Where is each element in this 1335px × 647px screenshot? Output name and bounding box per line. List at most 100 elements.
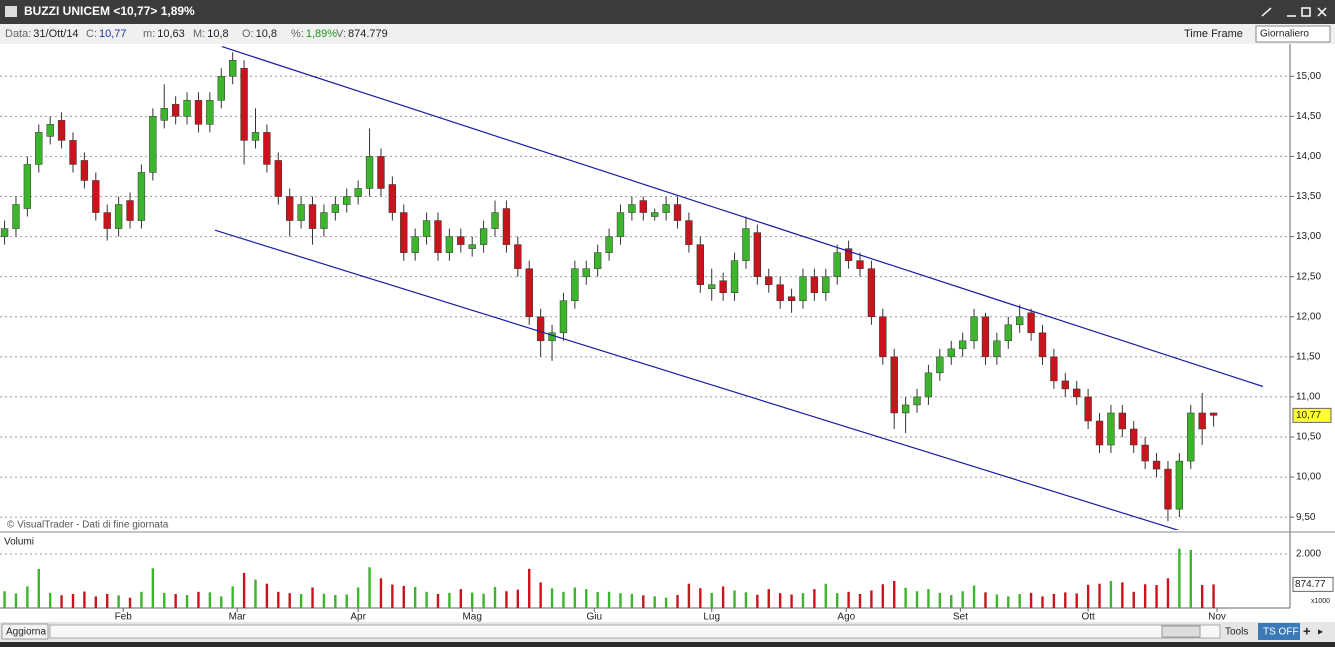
volume-bar [607, 591, 611, 608]
candle-body [958, 340, 967, 350]
volume-bar [995, 594, 999, 608]
volume-bar [778, 593, 782, 608]
volume-bar [448, 592, 451, 608]
volume-bar [174, 593, 177, 608]
volume-bar [425, 591, 428, 608]
candle-body [685, 220, 693, 245]
volume-bar [915, 591, 919, 608]
info-label: Data: [5, 28, 31, 40]
x-tick-label: Lug [703, 612, 720, 623]
volume-bar [322, 593, 326, 608]
volume-bar [813, 589, 816, 608]
candle-body [1130, 428, 1138, 446]
candle-body [411, 236, 419, 253]
volume-bar [585, 589, 588, 608]
time-frame-value[interactable]: Giornaliero [1260, 29, 1309, 40]
candle-body [114, 204, 123, 229]
scrollbar[interactable] [49, 624, 1221, 639]
candle-body [901, 404, 910, 414]
last-volume-box [1292, 576, 1334, 592]
volume-bar [972, 585, 976, 608]
y-tick-label: 9,50 [1296, 512, 1316, 523]
candle-body [970, 316, 978, 342]
volume-bar [927, 589, 930, 608]
candle-body [1095, 420, 1104, 446]
volume-bar [664, 597, 668, 608]
volume-bar [710, 592, 713, 608]
info-value: 10,8 [207, 28, 228, 40]
candle-body [320, 212, 328, 229]
candle-body [799, 276, 807, 301]
info-label: M: [193, 28, 205, 40]
candle-body [126, 200, 134, 221]
ts-button[interactable] [1258, 623, 1300, 640]
candle-body [308, 204, 317, 229]
add-button[interactable]: + [1303, 623, 1311, 638]
x-tick-label: Ago [837, 612, 855, 623]
maximize-button[interactable] [1301, 7, 1311, 17]
candle-body [1152, 460, 1161, 470]
candle-body [1164, 468, 1172, 510]
menu-button[interactable]: ▸ [1318, 627, 1323, 638]
last-price-box [1292, 407, 1332, 423]
volume-bar [402, 585, 405, 608]
candle-body [571, 268, 579, 301]
volume-bar [653, 596, 656, 608]
volume-bar [847, 591, 850, 608]
candle-body [536, 316, 545, 342]
close-button[interactable] [1317, 7, 1327, 17]
candle-body [445, 236, 454, 253]
candle-body [92, 180, 100, 213]
ts-label[interactable]: TS OFF [1263, 627, 1299, 638]
candle-body [1209, 412, 1218, 416]
volume-bar [1029, 592, 1033, 608]
candle-body [582, 268, 590, 277]
time-frame-select[interactable] [1255, 25, 1331, 43]
candle-body [35, 132, 43, 165]
candle-body [605, 236, 613, 253]
volume-bar [1075, 593, 1078, 608]
volume-bar [117, 595, 120, 608]
refresh-button[interactable] [1, 623, 49, 640]
volume-bar [379, 578, 383, 608]
info-label: C: [86, 28, 97, 40]
volume-bar [1166, 578, 1170, 608]
volume-bar [311, 587, 314, 608]
volume-bar [950, 595, 953, 608]
tools-button[interactable]: Tools [1225, 627, 1248, 638]
candle-body [1061, 380, 1069, 390]
candle-body [673, 204, 682, 221]
candle-body [217, 76, 225, 101]
volume-bar [699, 588, 702, 608]
volume-bar [163, 592, 166, 608]
volume-bar [459, 589, 462, 608]
candle-body [434, 220, 442, 253]
volume-bar [881, 584, 885, 608]
volume-bar [493, 586, 497, 608]
candle-body [1073, 388, 1081, 398]
volume-bar [961, 591, 964, 608]
tool-button[interactable] [1261, 7, 1272, 17]
y-tick-label: 13,50 [1296, 191, 1321, 202]
candle-body [377, 156, 385, 189]
scroll-thumb[interactable] [1161, 625, 1201, 638]
candle-body [1038, 332, 1047, 358]
candle-body [57, 120, 66, 141]
candle-body [46, 124, 54, 137]
candle-body [1107, 412, 1115, 446]
volume-bar [824, 583, 827, 608]
refresh-label[interactable]: Aggiorna [6, 627, 46, 638]
volume-bar [733, 590, 736, 608]
volume-bar [790, 594, 793, 608]
info-label: O: [242, 28, 254, 40]
info-bar [0, 24, 1335, 44]
copyright: © VisualTrader - Dati di fine giornata [7, 520, 169, 531]
candle-body [753, 232, 762, 277]
candle-body [947, 348, 955, 358]
info-label: V: [336, 28, 346, 40]
volume-bar [835, 593, 839, 608]
candle-body [69, 140, 77, 165]
volume-bar [1018, 593, 1021, 608]
candle-body [137, 172, 146, 221]
candle-body [331, 204, 340, 213]
